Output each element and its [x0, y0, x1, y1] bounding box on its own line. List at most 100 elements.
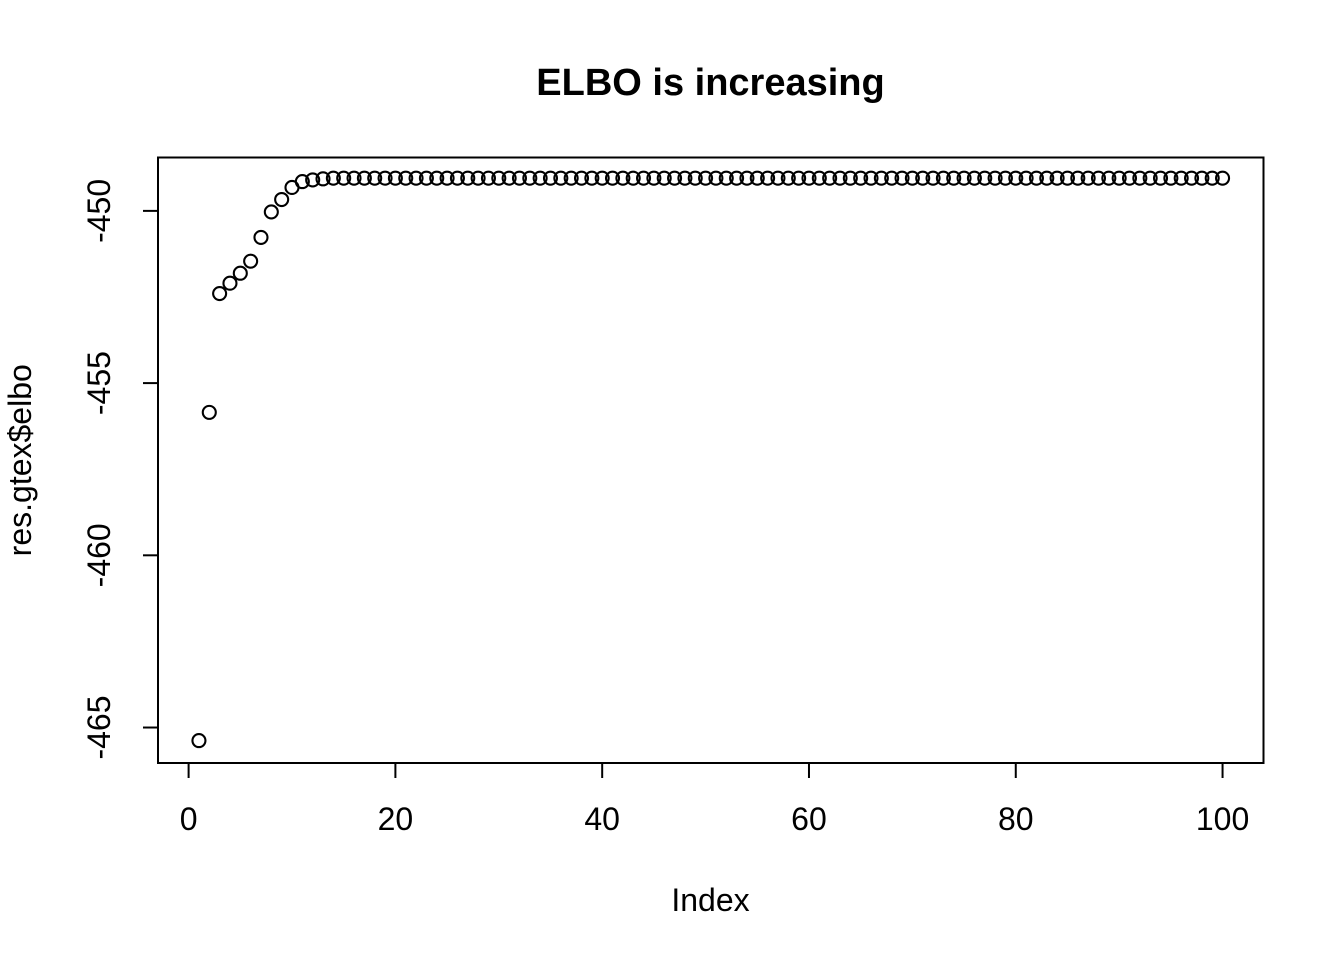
x-tick-label: 60 [791, 801, 827, 837]
x-tick-label: 100 [1196, 801, 1249, 837]
y-tick-label: -455 [81, 351, 117, 415]
data-point [491, 170, 507, 186]
data-point [987, 170, 1003, 186]
data-point [522, 170, 538, 186]
data-point [315, 171, 331, 187]
plot-border [157, 156, 1265, 764]
data-point [842, 170, 858, 186]
data-point [243, 253, 259, 269]
data-point [253, 229, 269, 245]
data-point [791, 170, 807, 186]
data-point [780, 170, 796, 186]
data-point [1152, 170, 1169, 186]
data-point [925, 170, 941, 186]
data-point [377, 170, 393, 186]
data-point [604, 170, 621, 186]
data-point [884, 170, 900, 186]
data-point [1080, 170, 1096, 186]
x-tick-label: 0 [180, 801, 198, 837]
data-point [1183, 170, 1200, 186]
data-point [460, 170, 476, 186]
data-point [480, 170, 497, 186]
data-point [635, 170, 652, 186]
data-point [708, 170, 724, 186]
data-point [305, 172, 321, 188]
data-point [201, 404, 217, 420]
data-point [687, 170, 703, 186]
data-point [1049, 170, 1065, 186]
data-point [429, 170, 445, 186]
data-point [770, 170, 786, 186]
data-point [1194, 170, 1210, 186]
data-point [511, 170, 528, 186]
data-point [873, 170, 889, 186]
data-point [367, 170, 383, 186]
data-point [356, 170, 372, 186]
data-point [1215, 170, 1231, 186]
data-point [894, 170, 910, 186]
data-point [718, 170, 734, 186]
data-point [1028, 170, 1044, 186]
data-point [739, 170, 755, 186]
data-point [594, 170, 610, 186]
data-point [222, 275, 238, 291]
data-point [698, 170, 714, 186]
data-point [811, 170, 827, 186]
data-point [997, 170, 1013, 186]
x-tick-label: 80 [998, 801, 1034, 837]
data-point [501, 170, 517, 186]
data-point [1059, 170, 1076, 186]
data-point [1173, 170, 1189, 186]
data-point [956, 170, 972, 186]
data-point [232, 265, 248, 281]
data-point [966, 170, 982, 186]
data-point [191, 733, 207, 749]
data-point [677, 170, 693, 186]
data-point [408, 170, 424, 186]
x-tick-label: 20 [378, 801, 414, 837]
data-point [935, 170, 951, 186]
data-point [1111, 170, 1127, 186]
data-point [263, 204, 279, 220]
data-point [573, 170, 590, 186]
data-point [542, 170, 559, 186]
x-axis-label: Index [671, 882, 749, 918]
x-tick-label: 40 [584, 801, 620, 837]
data-point [1132, 170, 1148, 186]
data-point [387, 170, 403, 186]
data-point [470, 170, 486, 186]
data-point [336, 170, 352, 186]
data-point [801, 170, 817, 186]
data-point [904, 170, 920, 186]
data-point [946, 170, 962, 186]
data-point [656, 170, 672, 186]
y-tick-label: -460 [81, 523, 117, 587]
data-point [615, 170, 631, 186]
data-point [398, 170, 414, 186]
data-point [863, 170, 879, 186]
data-point [418, 170, 434, 186]
data-point [563, 170, 579, 186]
data-point [1039, 170, 1055, 186]
data-point [1163, 170, 1179, 186]
data-point [1008, 170, 1024, 186]
data-point [325, 170, 341, 186]
y-tick-label: -450 [81, 179, 117, 243]
data-point [625, 170, 641, 186]
y-axis-label: res.gtex$elbo [2, 364, 38, 556]
data-point [760, 170, 776, 186]
chart-title: ELBO is increasing [536, 62, 884, 104]
data-point [1090, 170, 1107, 186]
data-point [274, 191, 290, 208]
data-point [1070, 170, 1086, 186]
data-point [532, 170, 548, 186]
data-point [439, 170, 455, 186]
data-point [822, 170, 838, 186]
data-point [1121, 170, 1138, 186]
data-point [294, 174, 310, 190]
data-point [749, 170, 765, 186]
data-point [449, 170, 465, 186]
data-point [853, 170, 869, 186]
data-point [915, 170, 931, 186]
